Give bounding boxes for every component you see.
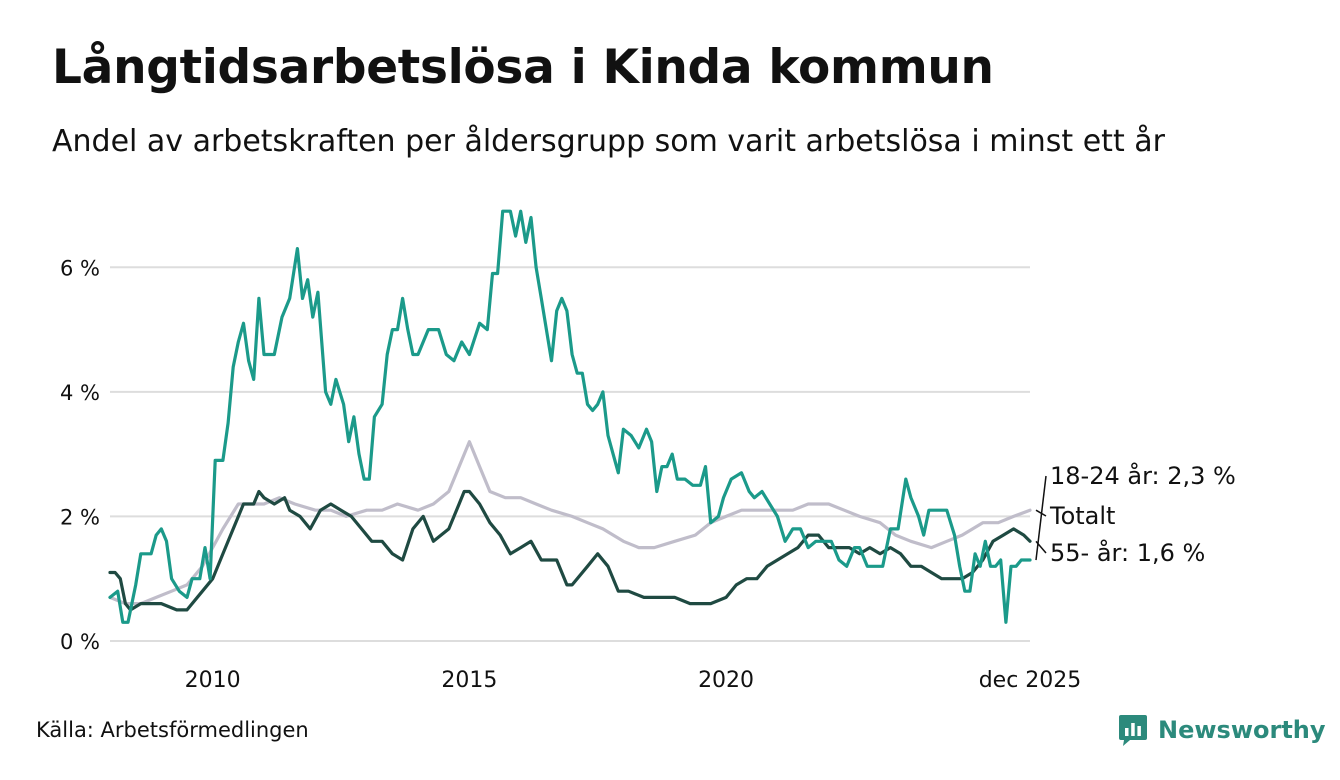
x-tick-label: 2015 xyxy=(441,668,497,693)
y-tick-label: 2 % xyxy=(60,505,100,529)
y-tick-label: 0 % xyxy=(60,630,100,654)
source-note: Källa: Arbetsförmedlingen xyxy=(36,718,309,742)
x-axis-ticks: 2010 2015 2020 dec 2025 xyxy=(185,668,1082,693)
series-end-labels: Totalt 55- år: 1,6 % 18-24 år: 2,3 % xyxy=(1035,461,1236,567)
leader-line xyxy=(1035,475,1047,561)
series-lines xyxy=(108,209,1032,624)
y-tick-label: 4 % xyxy=(60,381,100,405)
brand-name: Newsworthy xyxy=(1158,716,1326,744)
y-tick-label: 6 % xyxy=(60,256,100,280)
gridlines xyxy=(110,266,1030,642)
series-line-3 xyxy=(108,209,1032,624)
chart-title: Långtidsarbetslösa i Kinda kommun xyxy=(52,40,994,95)
newsworthy-logo-icon xyxy=(1119,715,1147,746)
brand-logo: Newsworthy xyxy=(1118,712,1326,748)
series-end-label: Totalt xyxy=(1049,502,1115,530)
y-axis-ticks: 0 % 2 % 4 % 6 % xyxy=(60,256,100,654)
series-end-label: 18-24 år: 2,3 % xyxy=(1050,461,1236,490)
series-line-2 xyxy=(108,489,1032,612)
series-line-1 xyxy=(108,440,1032,606)
x-tick-label: 2020 xyxy=(698,668,754,693)
chart-subtitle: Andel av arbetskraften per åldersgrupp s… xyxy=(52,124,1165,159)
x-tick-label: dec 2025 xyxy=(979,668,1082,693)
x-tick-label: 2010 xyxy=(185,668,241,693)
series-end-label: 55- år: 1,6 % xyxy=(1050,538,1205,567)
